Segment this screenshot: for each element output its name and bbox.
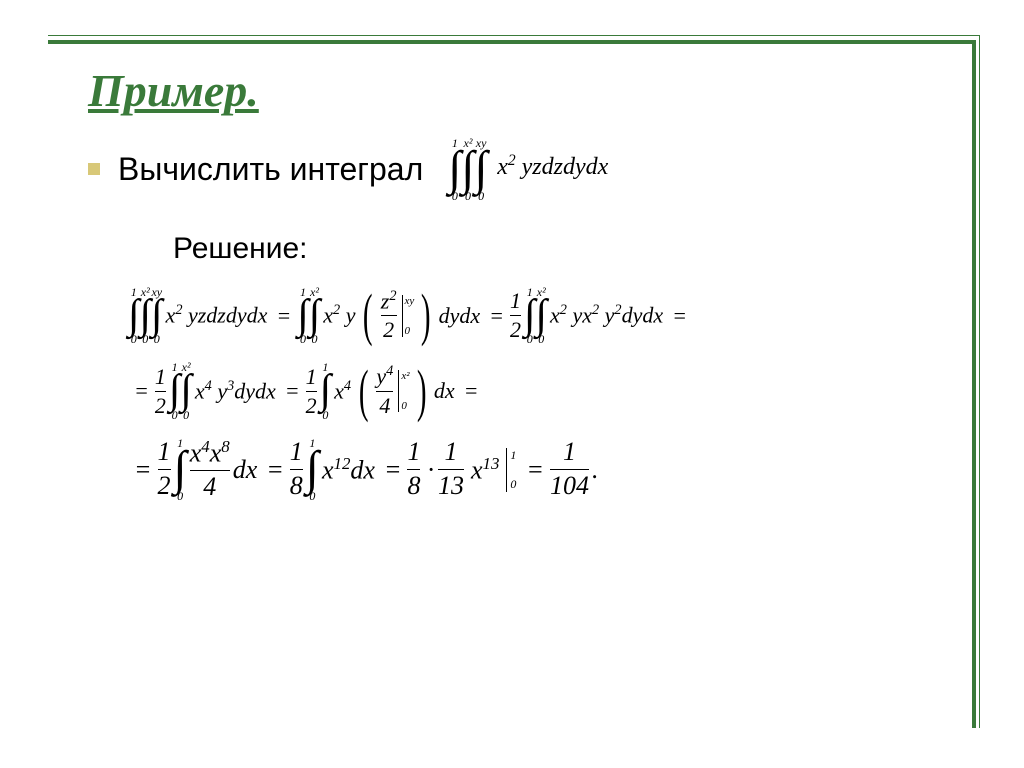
math-line-3: = 12 1∫0 x4x84 dx = 18 1∫0 x12dx = 18 · … <box>128 437 932 502</box>
content-area: Вычислить интеграл 1∫0 x²∫0 xy∫0 x2 yzdz… <box>48 127 972 502</box>
math-line-2: = 12 1∫0 x²∫0 x4 y3dydx = 12 1∫0 x4 ( y4… <box>128 361 932 421</box>
problem-row: Вычислить интеграл 1∫0 x²∫0 xy∫0 x2 yzdz… <box>88 137 932 202</box>
bullet-icon <box>88 163 100 175</box>
frame-right-outer <box>979 35 980 728</box>
content-frame: Пример. Вычислить интеграл 1∫0 x²∫0 xy∫0… <box>48 40 976 728</box>
math-line-1: 1∫0 x²∫0 xy∫0 x2 yzdzdydx = 1∫0 x²∫0 x2 … <box>128 286 932 346</box>
frame-top-outer <box>48 35 980 36</box>
solution-math: 1∫0 x²∫0 xy∫0 x2 yzdzdydx = 1∫0 x²∫0 x2 … <box>128 286 932 502</box>
page-title: Пример. <box>48 44 972 127</box>
solution-label: Решение: <box>173 232 932 266</box>
problem-text: Вычислить интеграл <box>118 151 423 188</box>
problem-integral: 1∫0 x²∫0 xy∫0 x2 yzdzdydx <box>448 137 608 202</box>
